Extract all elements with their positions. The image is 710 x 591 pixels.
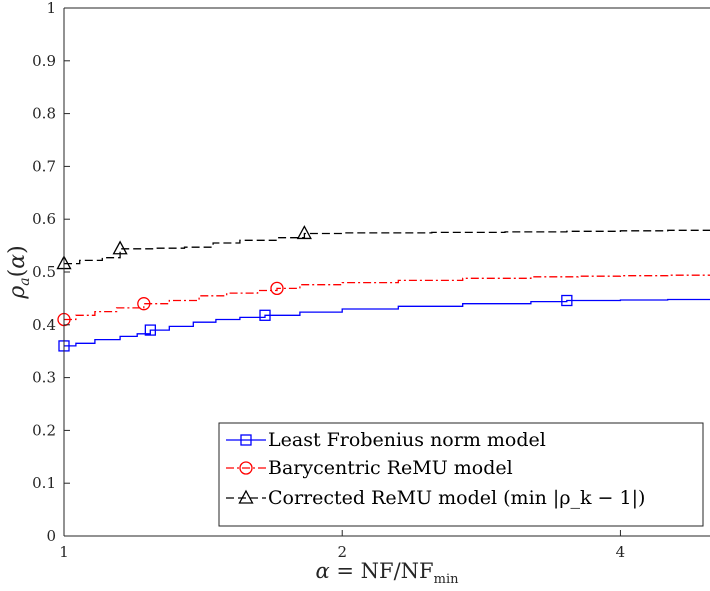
y-tick-label: 0.9 bbox=[32, 52, 56, 70]
tick-labels: 0 0.1 0.2 0.3 0.4 0.5 0.6 0.7 0.8 0.9 1 1 2 4 bbox=[32, 0, 625, 561]
series-2-marker bbox=[112, 240, 128, 255]
x-axis-label: α = NF/NFmin bbox=[316, 559, 460, 587]
y-tick-label: 1 bbox=[46, 0, 56, 17]
legend-item-barycentric: Barycentric ReMU model bbox=[226, 457, 513, 479]
y-tick-label: 0.8 bbox=[32, 105, 56, 123]
legend-item-corrected: Corrected ReMU model (min |ρ_k − 1|) bbox=[226, 487, 645, 509]
triangle-marker-icon bbox=[238, 489, 254, 504]
square-marker-icon bbox=[240, 434, 252, 446]
legend-item-least-frobenius: Least Frobenius norm model bbox=[226, 429, 546, 451]
series-line-1 bbox=[64, 274, 710, 321]
series-1-marker bbox=[270, 281, 284, 296]
series-0-marker bbox=[561, 294, 573, 307]
x-tick-label: 1 bbox=[59, 543, 69, 561]
series-line-2 bbox=[64, 229, 710, 265]
legend-label: Barycentric ReMU model bbox=[268, 457, 513, 479]
y-tick-label: 0 bbox=[46, 527, 56, 545]
y-tick-label: 0.4 bbox=[32, 316, 56, 334]
circle-marker-icon bbox=[239, 461, 253, 475]
series-1-marker bbox=[137, 297, 151, 311]
series-0-marker bbox=[144, 324, 156, 336]
x-tick-label: 4 bbox=[616, 543, 626, 561]
series-0-marker bbox=[259, 309, 271, 321]
y-tick-label: 0.2 bbox=[32, 421, 56, 439]
legend-label: Corrected ReMU model (min |ρ_k − 1|) bbox=[268, 487, 645, 509]
y-tick-label: 0.3 bbox=[32, 369, 56, 387]
y-tick-label: 0.1 bbox=[32, 474, 56, 492]
y-tick-label: 0.6 bbox=[32, 210, 56, 228]
legend-box bbox=[218, 422, 704, 527]
series-line-0 bbox=[64, 298, 710, 347]
legend-label: Least Frobenius norm model bbox=[268, 429, 546, 451]
series-2-marker bbox=[296, 225, 312, 240]
x-tick-label: 2 bbox=[337, 543, 347, 561]
axes-layer bbox=[63, 7, 710, 537]
y-tick-label: 0.7 bbox=[32, 157, 56, 175]
y-axis-label: ρa(α) bbox=[5, 245, 33, 299]
legend: Least Frobenius norm model Barycentric R… bbox=[218, 422, 704, 527]
y-tick-label: 0.5 bbox=[32, 263, 56, 281]
